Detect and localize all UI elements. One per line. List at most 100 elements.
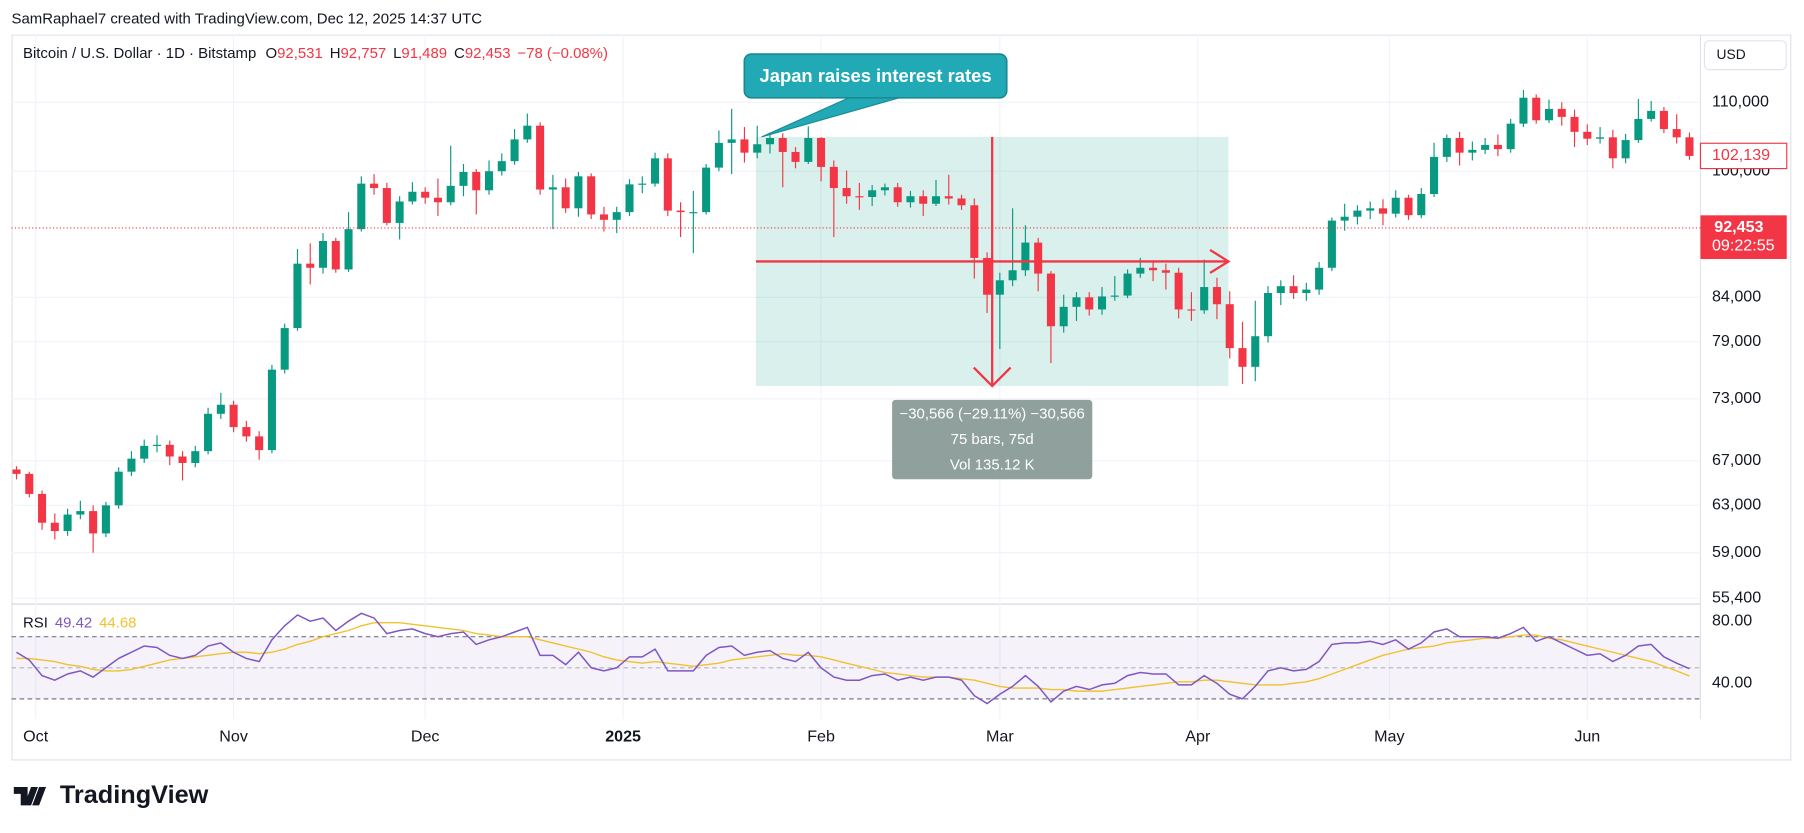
candle-body xyxy=(395,201,404,223)
last-close-box xyxy=(1699,142,1788,170)
ohlc-value: 92,531 xyxy=(277,45,323,62)
candle-body xyxy=(1659,110,1668,130)
candle-body xyxy=(1634,118,1643,141)
candle-body xyxy=(995,280,1004,295)
candle-body xyxy=(1315,267,1324,290)
logo: TradingView xyxy=(13,781,209,809)
candle-body xyxy=(140,445,149,459)
candle-body xyxy=(229,404,238,428)
candle-body xyxy=(408,191,417,202)
rsi-pane: 80.00 40.00 RSI 49.42 44.68 xyxy=(11,611,1752,705)
candle-body xyxy=(868,190,877,197)
candle-body xyxy=(625,184,634,213)
candle-body xyxy=(842,188,851,197)
candle-body xyxy=(1366,208,1375,211)
candle-body xyxy=(1085,297,1094,310)
candle-body xyxy=(38,493,47,523)
candle-body xyxy=(318,241,328,268)
candle-body xyxy=(114,471,123,506)
currency: USD xyxy=(1717,47,1746,62)
candle-body xyxy=(89,511,98,534)
rsi-ma-value: 44.68 xyxy=(99,615,136,632)
change: −78 (−0.08%) xyxy=(517,45,608,62)
candle-body xyxy=(740,139,749,153)
candle-body xyxy=(1251,336,1260,367)
candle-body xyxy=(497,161,506,172)
ohlc-key: L xyxy=(393,45,401,62)
candle-body xyxy=(216,404,225,414)
y-tick-label: 110,000 xyxy=(1712,93,1769,111)
candle-body xyxy=(829,166,838,189)
candle-body xyxy=(548,187,557,190)
logo-icon xyxy=(13,786,47,806)
candle-body xyxy=(1174,272,1183,310)
candle-body xyxy=(1442,138,1451,157)
candle-body xyxy=(484,171,494,191)
candle-body xyxy=(25,473,34,494)
overlay: −30,566 (−29.11%) −30,566 75 bars, 75d Vol… xyxy=(11,53,1788,480)
countdown: 09:22:55 xyxy=(1712,237,1775,255)
candle-body xyxy=(1264,293,1273,337)
candle-body xyxy=(306,263,315,268)
range-label: 75 bars, 75d xyxy=(951,431,1034,448)
candle-body xyxy=(12,469,21,474)
candle-body xyxy=(561,187,570,209)
candle-body xyxy=(152,444,162,446)
y-tick-label: 63,000 xyxy=(1712,496,1761,514)
candle-body xyxy=(1596,137,1605,139)
candle-body xyxy=(536,125,545,190)
range-label: Vol 135.12 K xyxy=(950,456,1035,473)
candle-body xyxy=(1353,210,1362,217)
y-tick-label: 79,000 xyxy=(1712,332,1761,350)
candle-body xyxy=(1289,286,1298,294)
candle-body xyxy=(165,444,174,457)
candle-body xyxy=(957,198,966,206)
candle-body xyxy=(753,144,762,153)
candle-body xyxy=(1340,216,1349,221)
range-arrow-head xyxy=(1209,248,1231,274)
candle-body xyxy=(255,436,264,451)
x-tick-label: Nov xyxy=(219,728,248,746)
candle-body xyxy=(1212,287,1221,305)
candle-body xyxy=(587,176,596,215)
ohlc-value: 92,453 xyxy=(465,45,511,62)
candle-body xyxy=(50,522,59,532)
candle-body xyxy=(101,505,110,534)
candle-body xyxy=(1672,129,1681,138)
candle-body xyxy=(944,196,953,199)
y-tick-label: 73,000 xyxy=(1712,389,1761,407)
y-tick-label: 67,000 xyxy=(1712,451,1761,469)
candle-body xyxy=(983,257,992,295)
currency-box xyxy=(1703,40,1787,71)
x-tick-label: Feb xyxy=(807,728,835,746)
annotation: Japan raises interest rates xyxy=(760,65,992,86)
symbol-header: Bitcoin / U.S. Dollar · 1D · Bitstamp O92… xyxy=(23,45,608,62)
rsi-tick-label: 40.00 xyxy=(1712,674,1752,692)
candle-body xyxy=(1161,270,1170,273)
candle-body xyxy=(880,187,889,191)
candle-body xyxy=(1608,137,1617,159)
candle-body xyxy=(421,191,430,198)
candle-body xyxy=(1647,110,1656,119)
candle-body xyxy=(919,196,928,204)
candle-body xyxy=(1468,149,1477,153)
candle-body xyxy=(893,187,902,203)
candle-body xyxy=(1506,123,1515,150)
grid: 55,400 59,000 63,000 67,000 73,000 79,000 84,0… xyxy=(11,34,1770,746)
symbol-title: Bitcoin / U.S. Dollar · 1D · Bitstamp xyxy=(23,45,256,62)
logo-text: TradingView xyxy=(60,781,209,809)
candle-body xyxy=(1583,131,1592,139)
candle-body xyxy=(1557,108,1566,117)
x-tick-label: Jun xyxy=(1574,728,1600,746)
candle-body xyxy=(1149,267,1158,271)
candle-body xyxy=(1008,270,1017,281)
candle-body xyxy=(127,458,136,472)
candle-body xyxy=(970,205,979,258)
candle-body xyxy=(472,171,481,191)
candle-body xyxy=(1327,220,1336,268)
current-price-label: 92,453 xyxy=(1714,218,1763,236)
chart-frame xyxy=(11,34,1792,761)
candle-body xyxy=(446,185,455,203)
ohlc-key: H xyxy=(330,45,341,62)
